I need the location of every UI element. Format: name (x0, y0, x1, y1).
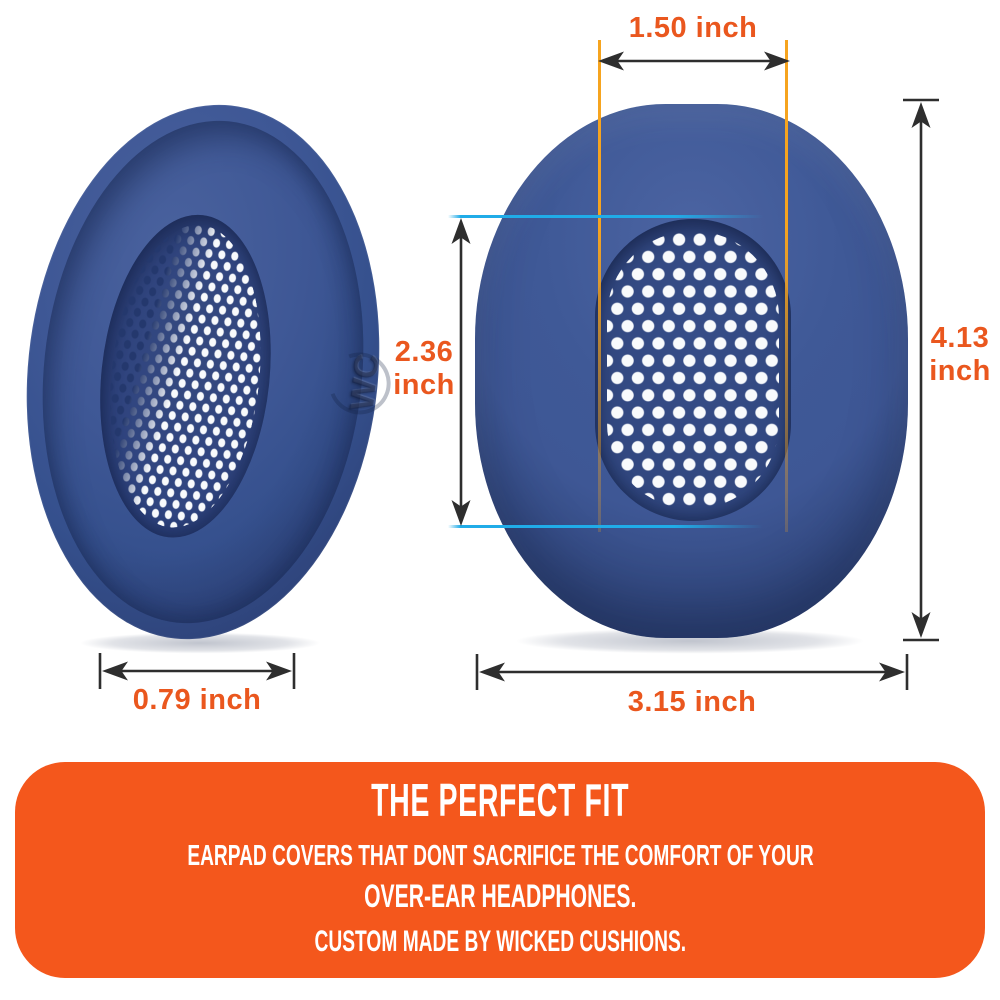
right-earpad-perforated-area (595, 219, 791, 521)
right-earpad-perforation-dots (607, 231, 779, 509)
dim-arrow-outer-height (903, 98, 939, 642)
banner-title: THE PERFECT FIT (370, 774, 630, 826)
dim-label-side-depth: 0.79 inch (132, 684, 262, 716)
marketing-banner: THE PERFECT FIT EARPAD COVERS THAT DONT … (15, 762, 985, 978)
dim-label-top-width: 1.50 inch (628, 12, 758, 44)
guide-line-orange-right (785, 40, 788, 532)
guide-line-cyan-bottom (448, 525, 763, 528)
dim-arrow-top-width (598, 51, 790, 71)
banner-subtitle-line3: CUSTOM MADE BY WICKED CUSHIONS. (314, 925, 686, 958)
guide-line-cyan-top (448, 215, 763, 218)
dim-label-inner-height: 2.36 inch (393, 336, 455, 402)
banner-subtitle-line1: EARPAD COVERS THAT DONT SACRIFICE THE CO… (186, 840, 814, 872)
dim-arrow-outer-width (475, 654, 909, 690)
wicked-cushions-logo: WC (318, 336, 401, 425)
dim-label-outer-height: 4.13 inch (929, 322, 991, 388)
dim-arrow-inner-height (451, 218, 471, 526)
left-earpad: WC (0, 87, 406, 657)
banner-subtitle-line2: OVER-EAR HEADPHONES. (363, 878, 637, 914)
right-earpad (475, 104, 908, 638)
dim-arrow-side-depth (98, 653, 296, 689)
guide-line-orange-left (598, 40, 601, 532)
dim-label-outer-width: 3.15 inch (627, 686, 757, 718)
